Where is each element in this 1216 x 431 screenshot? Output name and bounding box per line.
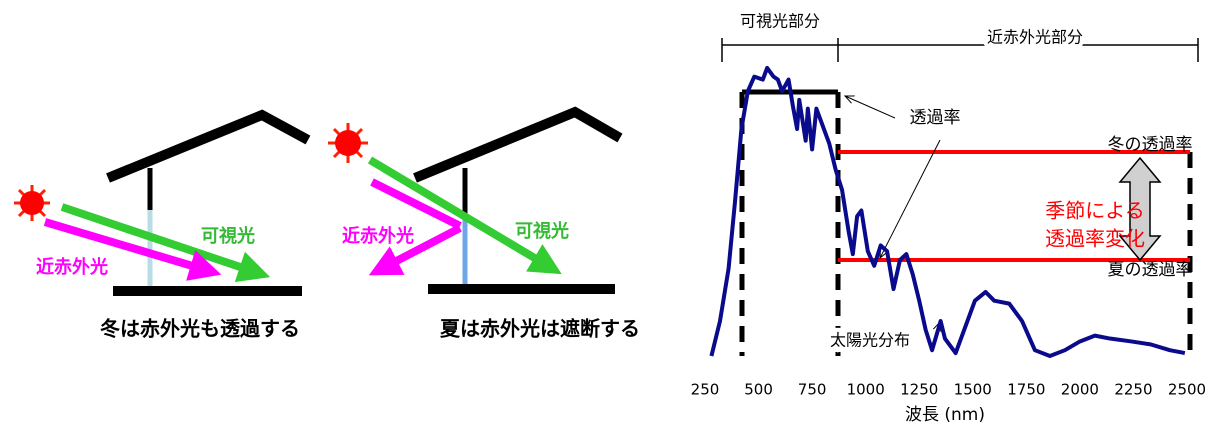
spectrum-chart: 250 500 750 1000 1250 1500 1750 2000 2250 2500 波長 … [691, 12, 1206, 426]
spectrum-line [709, 65, 1186, 358]
x-tick-label: 1250 [900, 381, 938, 399]
annotation: 透過率変化 [1045, 227, 1145, 251]
x-axis-label: 波長 (nm) [905, 405, 985, 425]
nir-label: 近赤外光 [342, 225, 414, 247]
visible-label: 可視光 [515, 220, 569, 242]
x-tick-label: 1000 [847, 381, 885, 399]
nir-label: 近赤外光 [36, 256, 108, 278]
x-tick-label: 1500 [954, 381, 992, 399]
x-tick-label: 2250 [1114, 381, 1152, 399]
annotation: 太陽光分布 [830, 331, 910, 350]
caption: 冬は赤外光も透過する [100, 317, 300, 341]
x-tick-label: 500 [744, 381, 773, 399]
annotation: 透過率 [910, 108, 961, 128]
x-tick-label: 750 [798, 381, 827, 399]
x-tick-label: 2500 [1168, 381, 1206, 399]
annotation: 近赤外光部分 [987, 28, 1083, 47]
caption: 夏は赤外光は遮断する [440, 317, 640, 341]
winter-house: 可視光 近赤外光 冬は赤外光も透過する [14, 109, 311, 341]
annotation: 可視光部分 [740, 12, 820, 31]
x-tick-label: 250 [691, 381, 720, 399]
x-tick-label: 1750 [1007, 381, 1045, 399]
x-tick-label: 2000 [1061, 381, 1099, 399]
annotation: 季節による [1045, 199, 1144, 223]
annotation: 夏の透過率 [1108, 260, 1193, 280]
summer-house: 近赤外光 可視光 夏は赤外光は遮断する [328, 106, 640, 341]
visible-label: 可視光 [201, 225, 255, 247]
annotation: 冬の透過率 [1108, 135, 1193, 155]
